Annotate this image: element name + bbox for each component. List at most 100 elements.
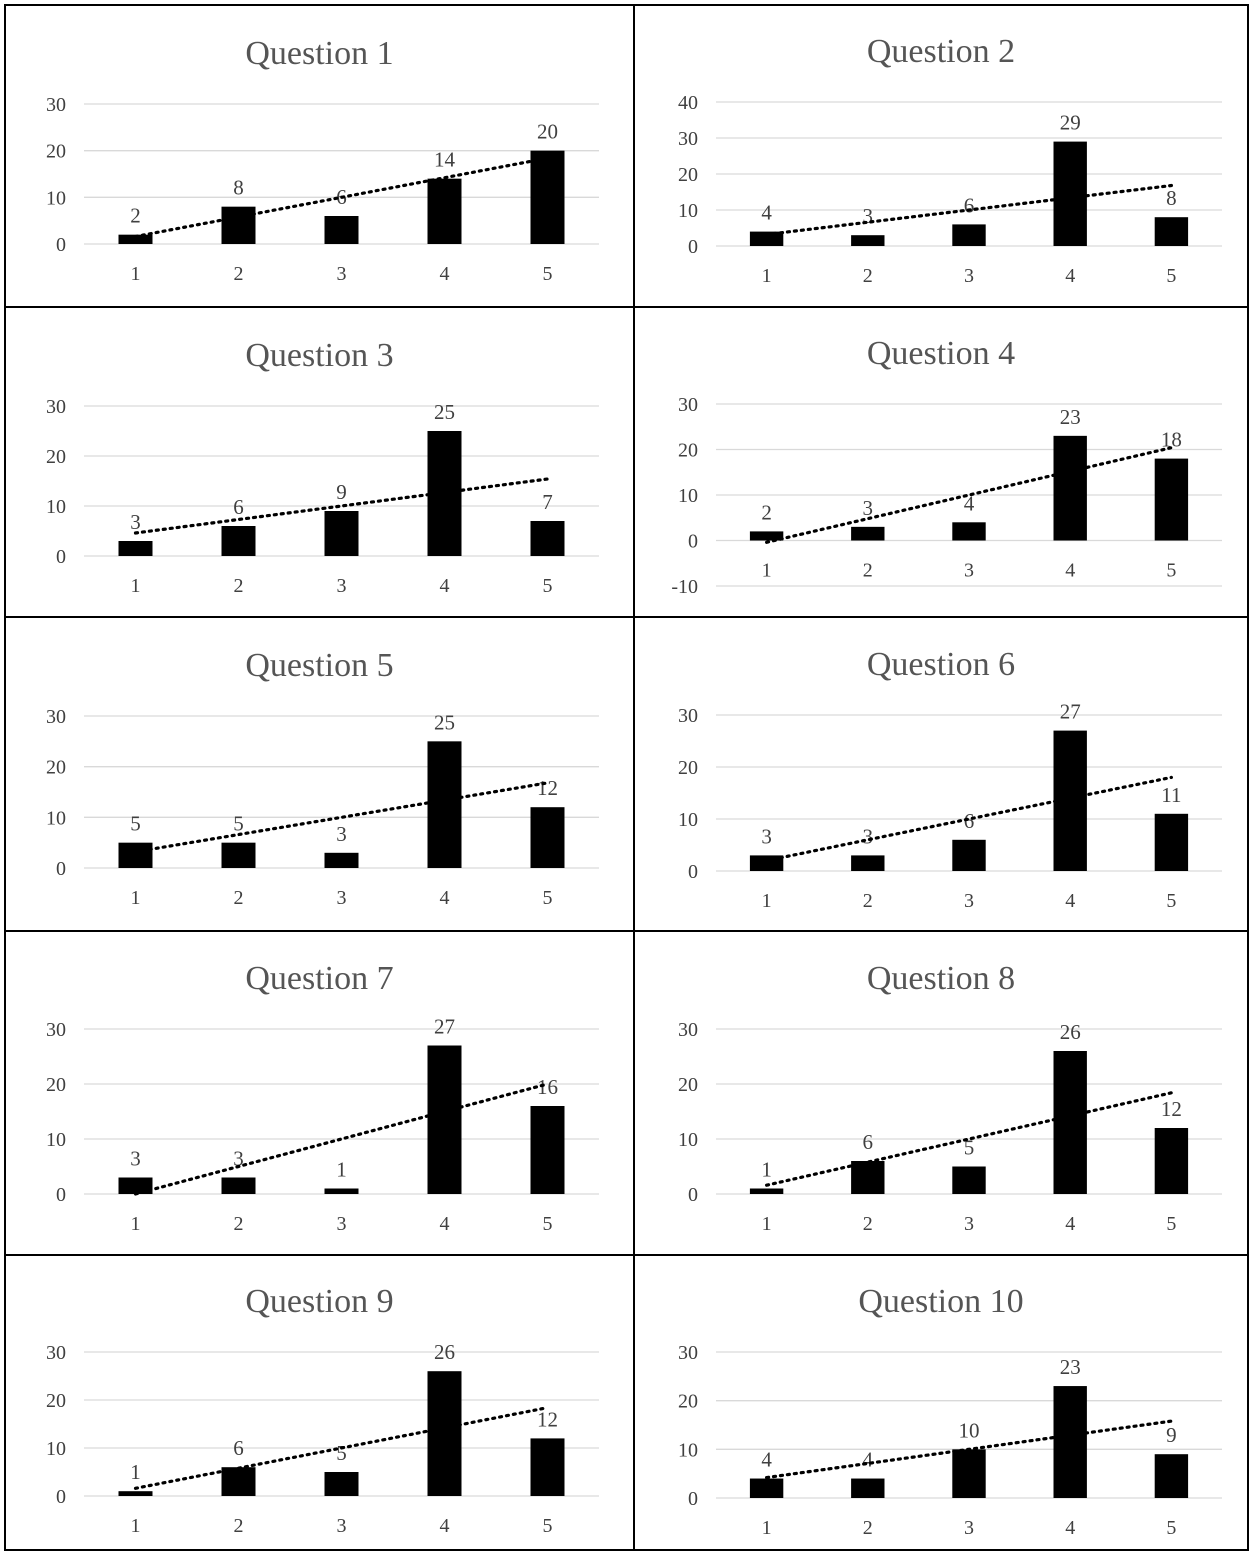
trendline: [765, 775, 1174, 863]
trendline: [133, 781, 550, 854]
x-tick-label: 2: [234, 263, 244, 285]
y-tick-label: 0: [56, 1486, 66, 1508]
bar: [952, 1449, 986, 1498]
x-tick-label: 2: [234, 1515, 244, 1537]
chart-question-1: Question 10102030218263144205: [4, 4, 635, 308]
x-tick-label: 1: [762, 890, 772, 912]
x-tick-label: 2: [863, 1517, 873, 1539]
y-tick-label: 0: [688, 861, 698, 883]
bar: [221, 206, 256, 244]
x-tick-label: 2: [863, 890, 873, 912]
bar: [1053, 1051, 1087, 1194]
chart-question-8: Question 8 0 10 20 30 1 1 6 2 5 3 26 4 12 5: [633, 930, 1249, 1256]
bar: [427, 741, 462, 868]
data-label: 5: [964, 1136, 975, 1160]
data-label: 6: [964, 193, 975, 217]
x-tick-label: 5: [543, 1213, 553, 1235]
y-tick-label: 10: [678, 809, 698, 831]
data-label: 16: [537, 1075, 558, 1099]
trendline: [765, 1091, 1174, 1187]
data-label: 23: [1060, 405, 1081, 429]
x-tick-label: 5: [543, 263, 553, 285]
x-tick-label: 5: [1166, 560, 1176, 582]
bar: [324, 852, 359, 868]
y-tick-label: 30: [46, 396, 66, 418]
y-tick-label: 30: [678, 1019, 698, 1041]
bar: [530, 150, 565, 244]
data-label: 3: [761, 824, 772, 848]
x-tick-label: 1: [131, 575, 141, 597]
bar: [427, 178, 462, 244]
y-tick-label: 30: [46, 94, 66, 116]
data-label: 6: [863, 1130, 874, 1154]
x-tick-label: 2: [234, 575, 244, 597]
bar: [851, 526, 885, 541]
data-label: 3: [130, 1147, 141, 1171]
bar: [749, 531, 784, 541]
chart-title: Question 6: [867, 646, 1015, 683]
x-tick-label: 4: [440, 1515, 450, 1537]
chart-title: Question 8: [867, 960, 1015, 997]
bar: [749, 231, 784, 246]
data-label: 7: [542, 490, 553, 514]
data-label: 26: [1060, 1020, 1081, 1044]
chart-svg: Question 2 0 10 20 30 40 4 1 3 2 6 3 29 4 8 5: [678, 33, 1222, 287]
x-tick-label: 4: [440, 263, 450, 285]
y-tick-label: 20: [46, 446, 66, 468]
data-label: 23: [1060, 1355, 1081, 1379]
data-label: 4: [761, 201, 772, 225]
bar: [1053, 1386, 1087, 1498]
bar: [1053, 435, 1087, 541]
chart-title: Question 9: [245, 1283, 393, 1320]
y-tick-label: 10: [678, 200, 698, 222]
x-tick-label: 3: [964, 1213, 974, 1235]
data-label: 12: [537, 776, 558, 800]
x-tick-label: 1: [131, 1213, 141, 1235]
data-label: 1: [336, 1158, 347, 1182]
bar: [952, 839, 986, 871]
y-tick-label: -10: [671, 576, 698, 598]
data-label: 6: [233, 495, 244, 519]
data-label: 29: [1060, 111, 1081, 135]
chart-title: Question 3: [245, 337, 393, 374]
bar: [118, 1491, 153, 1496]
chart-svg: Question 7 0 10 20 30 3 1 3 2 1 3 27 4 16 5: [46, 960, 599, 1235]
x-tick-label: 5: [1166, 265, 1176, 287]
data-label: 11: [1161, 783, 1181, 807]
y-tick-label: 30: [678, 1342, 698, 1364]
x-tick-label: 1: [131, 263, 141, 285]
chart-question-5: Question 5 0 10 20 30 5 1 5 2 3 3 25 4 12 5: [4, 616, 635, 932]
chart-question-10: Question 10 0 10 20 30 4 1 4 2 10 3 23 4 9 5: [633, 1254, 1249, 1551]
bar: [749, 855, 784, 871]
data-label: 20: [537, 120, 558, 144]
x-tick-label: 3: [337, 1213, 347, 1235]
x-tick-label: 1: [762, 265, 772, 287]
y-tick-label: 30: [46, 1019, 66, 1041]
x-tick-label: 4: [1065, 890, 1075, 912]
x-tick-label: 5: [543, 575, 553, 597]
x-tick-label: 5: [1166, 1213, 1176, 1235]
chart-title: Question 2: [867, 33, 1015, 70]
chart-svg: Question 9 0 10 20 30 1 1 6 2 5 3 26 4 12 5: [46, 1283, 599, 1537]
data-label: 10: [959, 1418, 980, 1442]
data-label: 27: [1060, 700, 1081, 724]
bar: [118, 842, 153, 868]
x-tick-label: 1: [131, 1515, 141, 1537]
x-tick-label: 3: [337, 263, 347, 285]
bar: [851, 855, 885, 871]
y-tick-label: 20: [46, 1074, 66, 1096]
y-tick-label: 20: [678, 1074, 698, 1096]
chart-question-9: Question 9 0 10 20 30 1 1 6 2 5 3 26 4 12 5: [4, 1254, 635, 1551]
bar: [324, 1188, 359, 1194]
x-tick-label: 3: [337, 1515, 347, 1537]
data-label: 5: [336, 1441, 347, 1465]
data-label: 9: [336, 480, 347, 504]
y-tick-label: 20: [678, 164, 698, 186]
x-tick-label: 3: [964, 890, 974, 912]
bar: [324, 216, 359, 244]
y-tick-label: 10: [46, 1438, 66, 1460]
y-tick-label: 10: [678, 1439, 698, 1461]
trendline: [765, 1419, 1174, 1480]
y-tick-label: 30: [678, 394, 698, 416]
y-tick-label: 30: [678, 705, 698, 727]
